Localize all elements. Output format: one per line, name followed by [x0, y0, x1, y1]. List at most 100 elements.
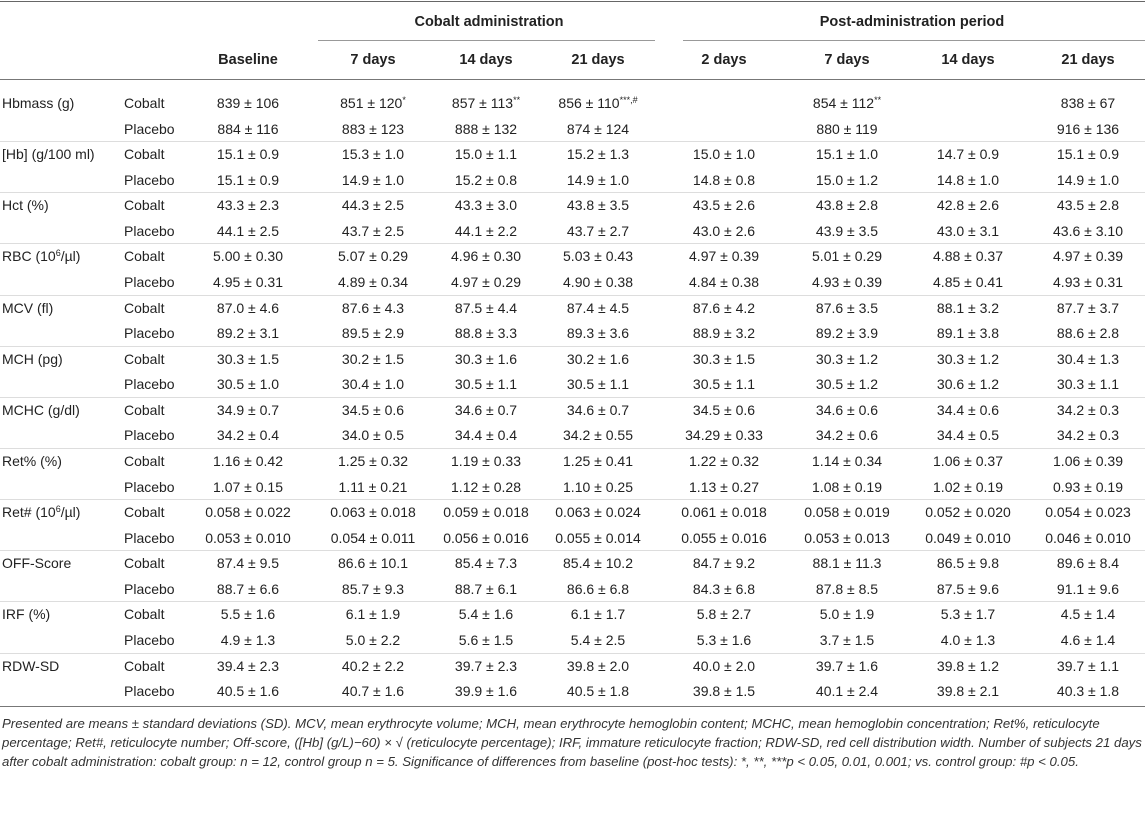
text: 4.84 ± 0.38 — [689, 273, 759, 290]
cell: 854 ± 112** — [813, 94, 881, 112]
text: 34.29 ± 0.33 — [685, 427, 763, 444]
cell: 0.059 ± 0.018 — [443, 503, 529, 521]
text: 4.9 ± 1.3 — [220, 631, 276, 648]
text: 85.4 ± 10.2 — [563, 555, 633, 572]
cell: 5.01 ± 0.29 — [812, 247, 882, 265]
text: 39.8 ± 2.1 — [936, 683, 1000, 700]
text: 84.3 ± 6.8 — [692, 580, 756, 597]
cell: 15.1 ± 0.9 — [1057, 145, 1119, 163]
text: 4.93 ± 0.31 — [1053, 273, 1123, 290]
text: 43.8 ± 3.5 — [566, 197, 630, 214]
parameter-label: Ret# (106/µl) — [2, 503, 80, 521]
text: 14.8 ± 1.0 — [936, 171, 1000, 188]
cell: 43.5 ± 2.8 — [1057, 196, 1119, 214]
cell: 851 ± 120* — [340, 94, 406, 112]
text: 14.8 ± 0.8 — [692, 171, 756, 188]
cell: 0.054 ± 0.023 — [1045, 503, 1131, 521]
cell: 34.2 ± 0.4 — [217, 426, 279, 444]
text: 0.93 ± 0.19 — [1053, 478, 1123, 495]
text: 5.03 ± 0.43 — [563, 248, 633, 265]
text: 4.6 ± 1.4 — [1060, 631, 1116, 648]
superscript: 6 — [55, 248, 61, 259]
cell: 30.5 ± 1.1 — [455, 375, 517, 393]
cell: 4.97 ± 0.39 — [689, 247, 759, 265]
text: 1.06 ± 0.39 — [1053, 452, 1123, 469]
text: 15.1 ± 1.0 — [815, 146, 879, 163]
cell: 87.4 ± 4.5 — [567, 299, 629, 317]
text: 916 ± 136 — [1056, 120, 1120, 137]
superscript: ***,# — [619, 95, 638, 105]
cell: 0.93 ± 0.19 — [1053, 478, 1123, 496]
rule — [0, 550, 1145, 551]
cell: 30.3 ± 1.6 — [455, 350, 517, 368]
cell: 5.00 ± 0.30 — [213, 247, 283, 265]
text: 87.4 ± 9.5 — [216, 555, 280, 572]
cell: 43.3 ± 2.3 — [217, 196, 279, 214]
cell: 1.07 ± 0.15 — [213, 478, 283, 496]
text: 34.9 ± 0.7 — [216, 401, 280, 418]
text: 43.3 ± 2.3 — [216, 197, 280, 214]
cell: 88.7 ± 6.1 — [455, 580, 517, 598]
text: 87.5 ± 9.6 — [936, 580, 1000, 597]
cell: 4.85 ± 0.41 — [933, 273, 1003, 291]
text: RDW-SD — [2, 657, 60, 674]
text: 89.1 ± 3.8 — [936, 325, 1000, 342]
text: 40.5 ± 1.8 — [566, 683, 630, 700]
cell: 87.5 ± 4.4 — [455, 299, 517, 317]
group-header: Cobalt administration — [414, 14, 564, 30]
text: [Hb] (g/100 ml) — [2, 146, 95, 163]
cell: 39.8 ± 2.1 — [937, 682, 999, 700]
cell: 30.3 ± 1.1 — [1057, 375, 1119, 393]
superscript: ** — [513, 95, 521, 105]
cell: 30.5 ± 1.0 — [217, 375, 279, 393]
cell: 30.3 ± 1.5 — [217, 350, 279, 368]
group-label: Cobalt — [124, 197, 165, 214]
cell: 4.6 ± 1.4 — [1061, 631, 1115, 649]
text: 43.8 ± 2.8 — [815, 197, 879, 214]
parameter-label: MCV (fl) — [2, 299, 53, 317]
text: 1.07 ± 0.15 — [213, 478, 283, 495]
cell: 87.4 ± 9.5 — [217, 554, 279, 572]
cell: 34.2 ± 0.3 — [1057, 401, 1119, 419]
text: 5.8 ± 2.7 — [696, 606, 752, 623]
cell: 89.2 ± 3.1 — [217, 324, 279, 342]
text: 0.058 ± 0.019 — [804, 504, 890, 521]
footnote: Presented are means ± standard deviation… — [2, 716, 1142, 769]
rule — [0, 141, 1145, 142]
text: 39.8 ± 1.5 — [692, 683, 756, 700]
cell: 5.0 ± 1.9 — [820, 605, 874, 623]
text: 6.1 ± 1.9 — [345, 606, 401, 623]
text: 5.3 ± 1.7 — [940, 606, 996, 623]
cell: 1.10 ± 0.25 — [563, 478, 633, 496]
cell: 40.3 ± 1.8 — [1057, 682, 1119, 700]
group-header: Post-administration period — [819, 14, 1005, 30]
text: 880 ± 119 — [816, 120, 878, 137]
cell: 88.8 ± 3.3 — [455, 324, 517, 342]
cell: 4.9 ± 1.3 — [221, 631, 275, 649]
cell: 14.8 ± 0.8 — [693, 171, 755, 189]
text: 0.054 ± 0.011 — [330, 529, 416, 546]
group-label: Cobalt — [124, 657, 165, 674]
text: 874 ± 124 — [566, 120, 630, 137]
text: 4.96 ± 0.30 — [451, 248, 521, 265]
text: 39.7 ± 2.3 — [454, 657, 518, 674]
cell: 15.1 ± 1.0 — [816, 145, 878, 163]
cell: 856 ± 110***,# — [558, 94, 637, 112]
cell: 5.0 ± 2.2 — [346, 631, 400, 649]
text: 87.4 ± 4.5 — [566, 299, 630, 316]
text: 0.046 ± 0.010 — [1045, 529, 1131, 546]
text: 43.0 ± 3.1 — [936, 222, 1000, 239]
cell: 87.6 ± 4.2 — [693, 299, 755, 317]
cell: 87.5 ± 9.6 — [937, 580, 999, 598]
text: 34.0 ± 0.5 — [341, 427, 405, 444]
group-label: Cobalt — [124, 401, 165, 418]
text: 15.2 ± 1.3 — [566, 146, 630, 163]
cell: 15.1 ± 0.9 — [217, 171, 279, 189]
cell: 43.8 ± 2.8 — [816, 196, 878, 214]
cell: 0.056 ± 0.016 — [443, 529, 529, 547]
text: 43.5 ± 2.6 — [692, 197, 756, 214]
cell: 0.049 ± 0.010 — [925, 529, 1011, 547]
cell: 0.055 ± 0.014 — [555, 529, 641, 547]
text: 0.053 ± 0.013 — [804, 529, 890, 546]
cell: 0.053 ± 0.010 — [205, 529, 291, 547]
